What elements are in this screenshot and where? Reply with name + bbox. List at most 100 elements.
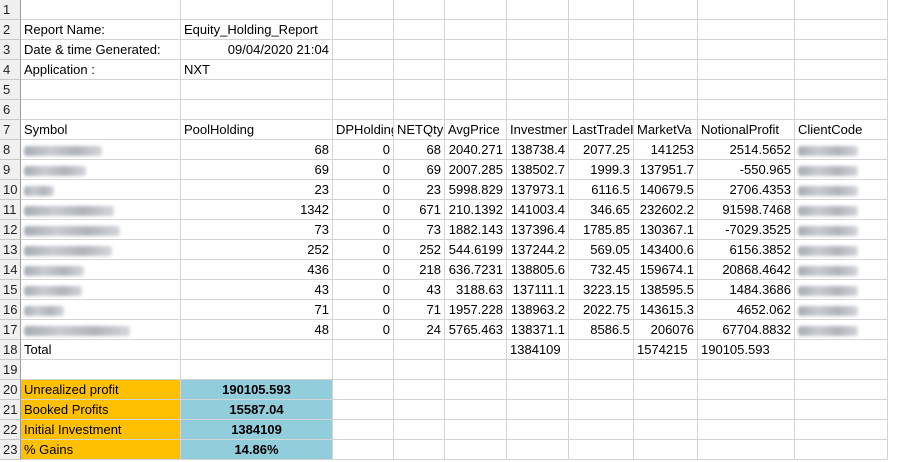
cell[interactable] [634,40,698,60]
cell[interactable] [507,380,569,400]
cell[interactable] [569,60,634,80]
cell[interactable] [698,380,795,400]
cell[interactable] [698,20,795,40]
cell[interactable] [445,380,507,400]
data-cell-dp[interactable]: 0 [333,140,394,160]
cell[interactable] [507,40,569,60]
cell[interactable] [21,360,181,380]
data-cell-pool[interactable]: 73 [181,220,333,240]
row-number[interactable]: 20 [0,380,21,400]
cell[interactable] [394,440,445,460]
symbol-cell[interactable] [21,240,181,260]
column-header[interactable]: MarketVa [634,120,698,140]
data-cell-net[interactable]: 68 [394,140,445,160]
symbol-cell[interactable] [21,200,181,220]
data-cell-inv[interactable]: 137396.4 [507,220,569,240]
row-number[interactable]: 7 [0,120,21,140]
symbol-cell[interactable] [21,260,181,280]
data-cell-avg[interactable]: 2040.271 [445,140,507,160]
row-number[interactable]: 23 [0,440,21,460]
cell[interactable] [507,420,569,440]
data-cell-mv[interactable]: 138595.5 [634,280,698,300]
cell[interactable] [445,40,507,60]
data-cell-inv[interactable]: 138963.2 [507,300,569,320]
data-cell-pool[interactable]: 48 [181,320,333,340]
data-cell-pool[interactable]: 71 [181,300,333,320]
data-cell-avg[interactable]: 544.6199 [445,240,507,260]
data-cell-ltp[interactable]: 1785.85 [569,220,634,240]
cell[interactable] [507,20,569,40]
cell[interactable] [795,440,888,460]
cell[interactable] [634,20,698,40]
data-cell-ltp[interactable]: 2022.75 [569,300,634,320]
client-code-cell[interactable] [795,140,888,160]
summary-value[interactable]: 15587.04 [181,400,333,420]
data-cell-inv[interactable]: 138502.7 [507,160,569,180]
cell[interactable] [634,400,698,420]
cell[interactable] [445,20,507,40]
data-cell-inv[interactable]: 137973.1 [507,180,569,200]
cell[interactable] [569,380,634,400]
symbol-cell[interactable] [21,320,181,340]
data-cell-mv[interactable]: 141253 [634,140,698,160]
row-number[interactable]: 21 [0,400,21,420]
data-cell-mv[interactable]: 159674.1 [634,260,698,280]
client-code-cell[interactable] [795,280,888,300]
data-cell-np[interactable]: 6156.3852 [698,240,795,260]
cell[interactable] [698,60,795,80]
client-code-cell[interactable] [795,160,888,180]
cell[interactable] [394,360,445,380]
row-number[interactable]: 4 [0,60,21,80]
data-cell-pool[interactable]: 23 [181,180,333,200]
cell[interactable] [333,340,394,360]
data-cell-mv[interactable]: 140679.5 [634,180,698,200]
row-number[interactable]: 15 [0,280,21,300]
cell[interactable] [394,400,445,420]
data-cell-ltp[interactable]: 2077.25 [569,140,634,160]
column-header[interactable]: NotionalProfit [698,120,795,140]
data-cell-avg[interactable]: 5765.463 [445,320,507,340]
cell[interactable] [445,100,507,120]
meta-value[interactable]: Equity_Holding_Report [181,20,333,40]
cell[interactable] [634,0,698,20]
cell[interactable] [445,420,507,440]
cell[interactable] [445,80,507,100]
data-cell-inv[interactable]: 137111.1 [507,280,569,300]
meta-value[interactable]: NXT [181,60,333,80]
cell[interactable] [634,420,698,440]
data-cell-dp[interactable]: 0 [333,300,394,320]
data-cell-dp[interactable]: 0 [333,200,394,220]
data-cell-ltp[interactable]: 8586.5 [569,320,634,340]
row-number[interactable]: 19 [0,360,21,380]
data-cell-avg[interactable]: 1882.143 [445,220,507,240]
row-number[interactable]: 11 [0,200,21,220]
cell[interactable] [394,380,445,400]
meta-value[interactable]: 09/04/2020 21:04 [181,40,333,60]
client-code-cell[interactable] [795,200,888,220]
cell[interactable] [21,0,181,20]
row-number[interactable]: 13 [0,240,21,260]
symbol-cell[interactable] [21,160,181,180]
cell[interactable] [795,60,888,80]
data-cell-net[interactable]: 218 [394,260,445,280]
cell[interactable] [394,0,445,20]
data-cell-ltp[interactable]: 569.05 [569,240,634,260]
cell[interactable] [795,360,888,380]
cell[interactable] [634,380,698,400]
meta-label[interactable]: Report Name: [21,20,181,40]
cell[interactable] [569,400,634,420]
cell[interactable] [181,100,333,120]
cell[interactable] [698,360,795,380]
cell[interactable] [333,20,394,40]
cell[interactable] [507,0,569,20]
data-cell-np[interactable]: 20868.4642 [698,260,795,280]
symbol-cell[interactable] [21,280,181,300]
symbol-cell[interactable] [21,220,181,240]
cell[interactable] [795,400,888,420]
row-number[interactable]: 1 [0,0,21,20]
data-cell-np[interactable]: 91598.7468 [698,200,795,220]
row-number[interactable]: 16 [0,300,21,320]
data-cell-dp[interactable]: 0 [333,180,394,200]
cell[interactable] [569,0,634,20]
cell[interactable] [698,80,795,100]
